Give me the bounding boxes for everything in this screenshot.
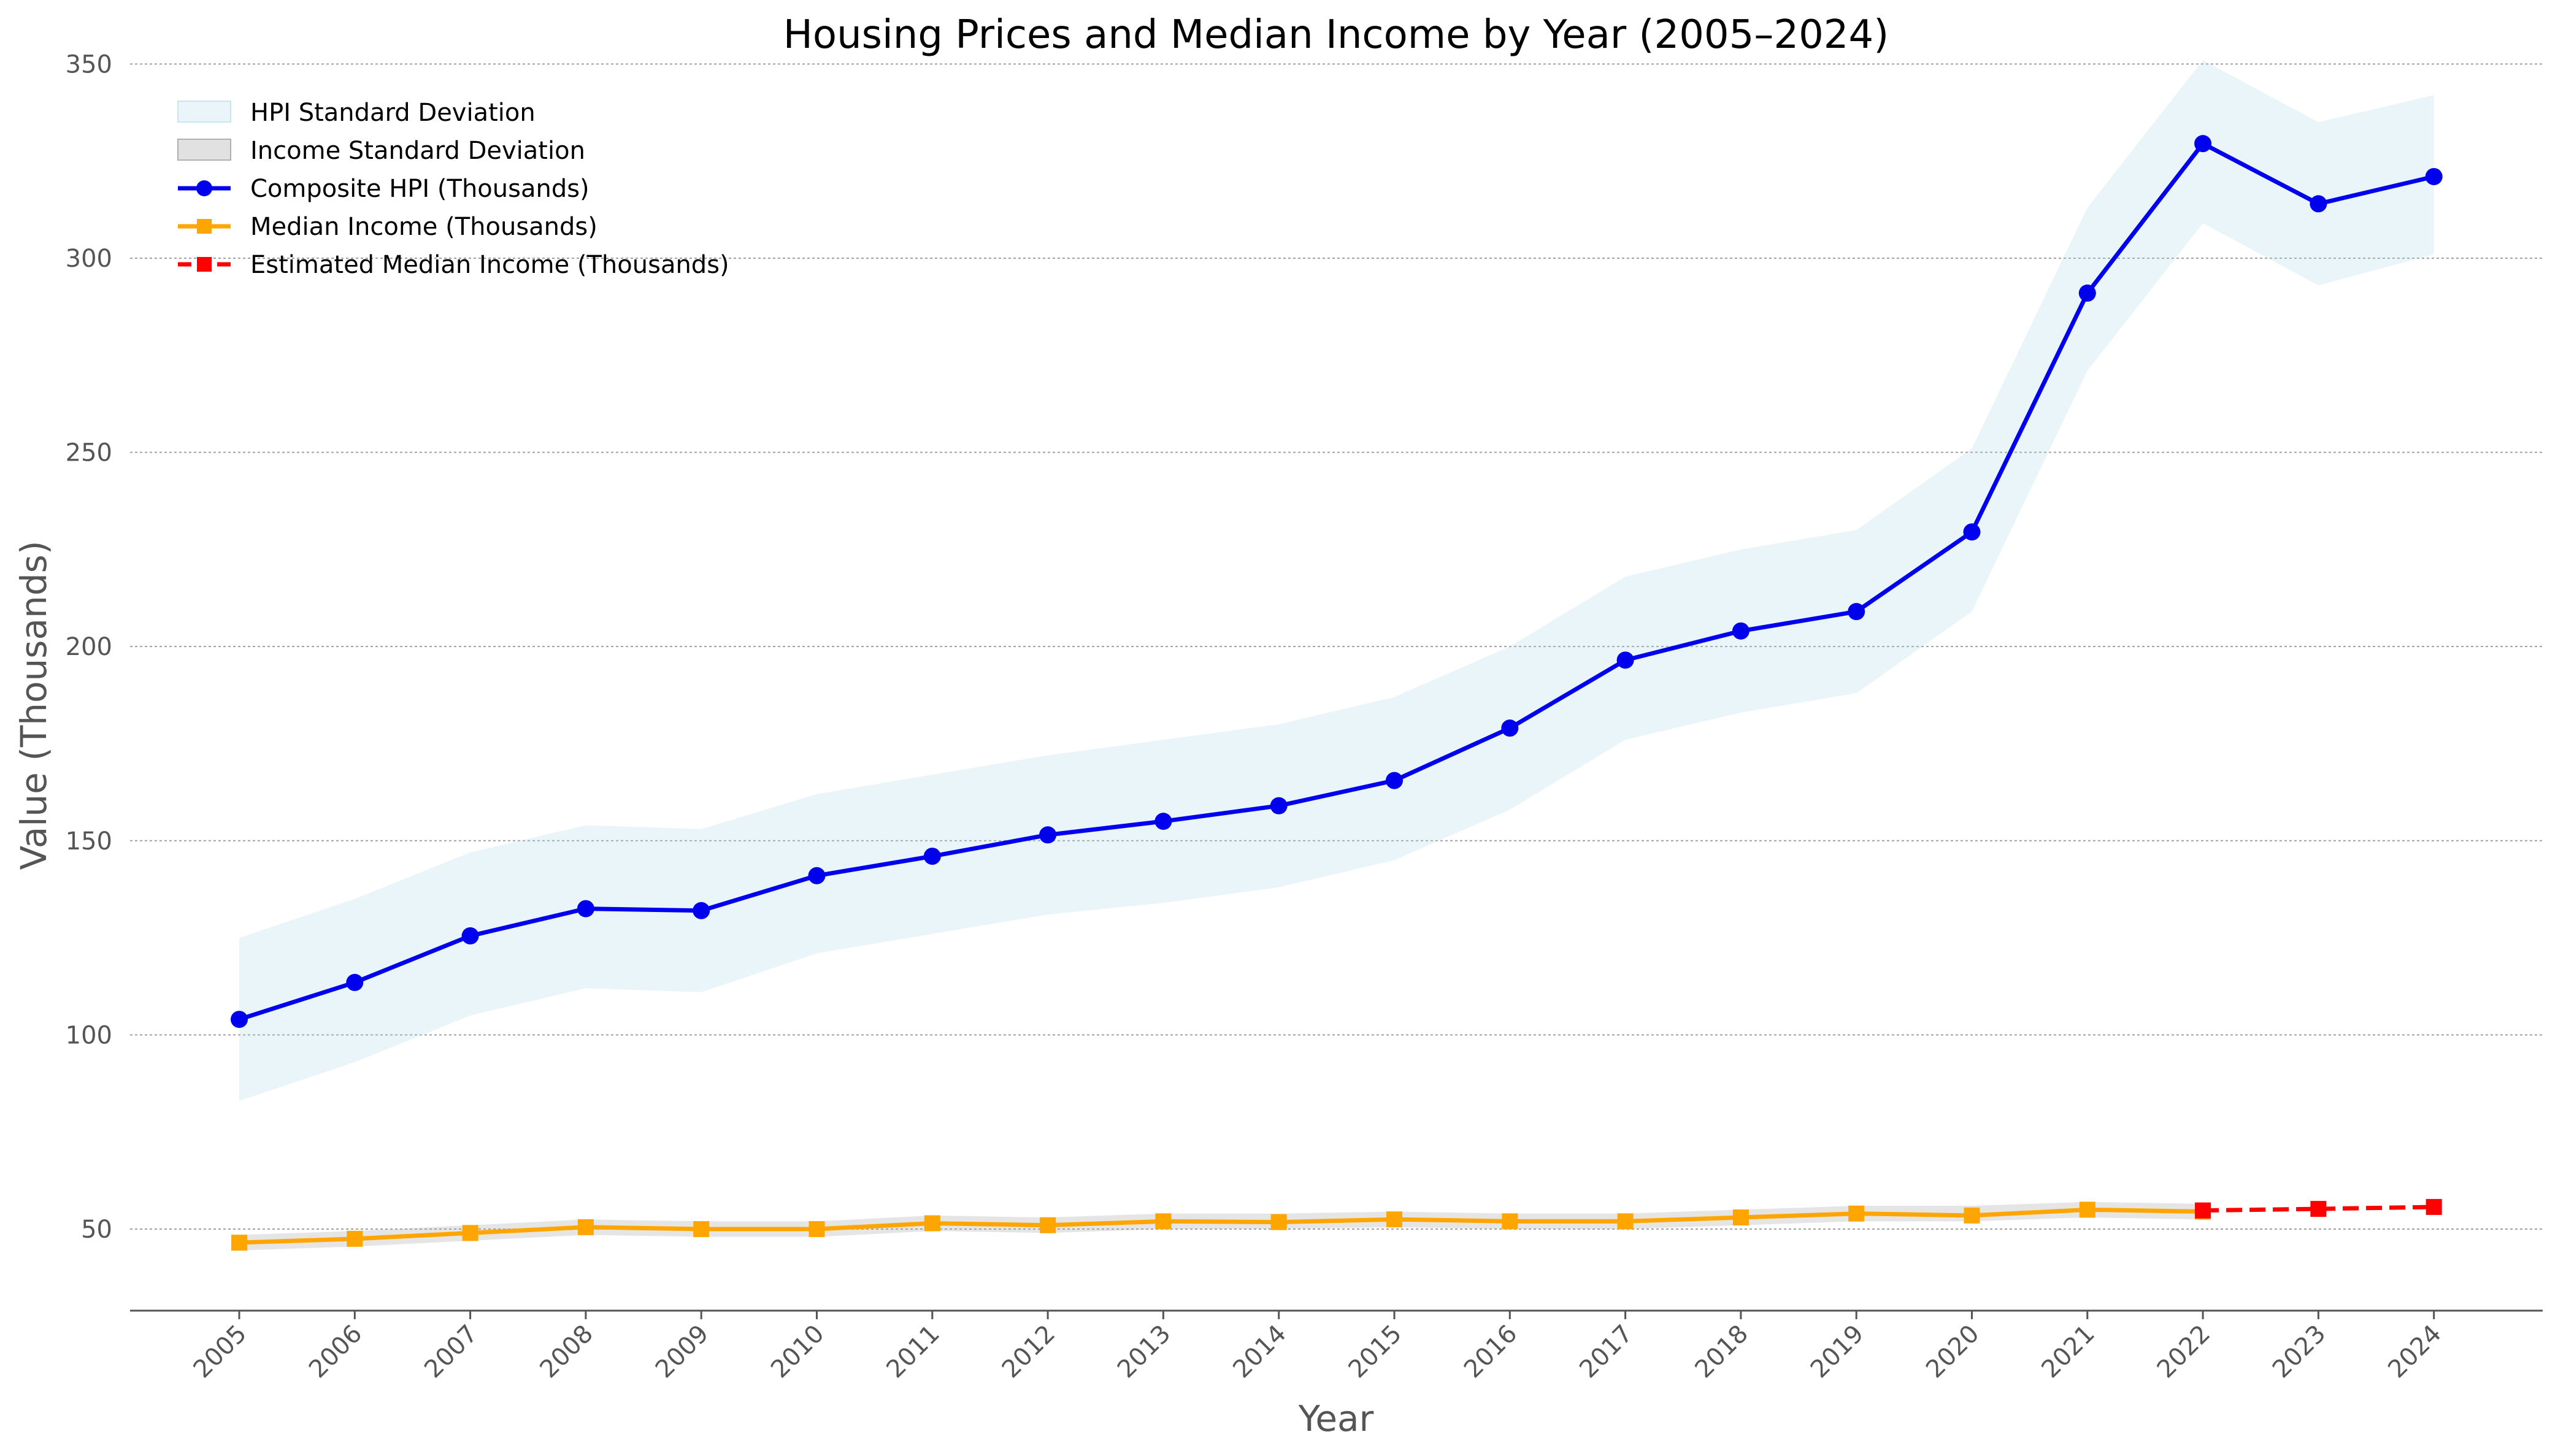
x-tick-label: 2024 — [2383, 1320, 2447, 1384]
x-tick-label: 2007 — [419, 1320, 483, 1384]
legend-swatch-income-std — [177, 139, 231, 161]
point-composite-hpi — [2425, 167, 2443, 185]
point-composite-hpi — [1039, 826, 1057, 844]
x-tick-label: 2016 — [1459, 1320, 1523, 1384]
series-line-composite-hpi — [238, 141, 2435, 1022]
point-estimated-median-income — [2310, 1201, 2327, 1217]
y-tick-label: 100 — [66, 1021, 112, 1049]
y-ticks: 50 100 150 200 250 300 350 — [66, 50, 112, 1244]
point-composite-hpi — [1732, 622, 1750, 640]
x-tick-label: 2017 — [1574, 1320, 1638, 1384]
point-estimated-median-income — [2425, 1198, 2442, 1215]
point-median-income — [1386, 1211, 1402, 1228]
point-composite-hpi — [2194, 135, 2212, 153]
point-median-income — [2079, 1201, 2095, 1218]
point-composite-hpi — [2078, 284, 2096, 302]
x-tick-label: 2005 — [188, 1320, 253, 1384]
x-tick-label: 2015 — [1343, 1320, 1408, 1384]
y-tick-label: 150 — [66, 827, 112, 856]
point-composite-hpi — [1270, 797, 1288, 814]
point-composite-hpi — [923, 848, 941, 865]
point-median-income — [1040, 1217, 1056, 1233]
legend-label: Composite HPI (Thousands) — [250, 175, 590, 203]
band-hpi-std — [239, 59, 2434, 1102]
point-composite-hpi — [2310, 195, 2327, 213]
point-median-income — [924, 1215, 940, 1232]
y-tick-label: 350 — [66, 50, 112, 79]
point-median-income — [462, 1225, 478, 1241]
point-composite-hpi — [808, 867, 826, 884]
point-composite-hpi — [1848, 603, 1865, 621]
y-axis-label: Value (Thousands) — [13, 541, 55, 870]
legend: HPI Standard Deviation Income Standard De… — [177, 99, 729, 279]
band-income-std — [239, 1201, 2203, 1251]
x-ticks: 2005 2006 2007 2008 2009 2010 2011 2012 2013 2014… — [188, 1311, 2447, 1384]
point-estimated-median-income — [2195, 1202, 2211, 1219]
y-tick-label: 50 — [81, 1216, 112, 1244]
x-tick-label: 2021 — [2036, 1320, 2100, 1384]
legend-label: Estimated Median Income (Thousands) — [250, 251, 729, 279]
x-tick-label: 2010 — [766, 1320, 830, 1384]
x-tick-label: 2009 — [650, 1320, 715, 1384]
point-median-income — [231, 1235, 247, 1251]
legend-marker — [197, 257, 212, 272]
point-composite-hpi — [1616, 651, 1634, 669]
x-axis-label: Year — [1298, 1398, 1374, 1439]
point-composite-hpi — [1963, 523, 1981, 541]
point-composite-hpi — [461, 927, 479, 944]
x-tick-label: 2019 — [1805, 1320, 1870, 1384]
x-tick-label: 2006 — [304, 1320, 368, 1384]
x-tick-label: 2023 — [2267, 1320, 2332, 1384]
series-line-estimated-median-income — [2203, 1205, 2434, 1213]
point-composite-hpi — [231, 1011, 248, 1029]
x-tick-label: 2014 — [1227, 1320, 1292, 1384]
x-tick-label: 2020 — [1921, 1320, 1985, 1384]
series-markers — [231, 135, 2443, 1251]
x-tick-label: 2011 — [881, 1320, 945, 1384]
y-tick-label: 250 — [66, 439, 112, 467]
point-median-income — [808, 1221, 825, 1238]
legend-label: HPI Standard Deviation — [250, 99, 536, 127]
x-tick-label: 2012 — [997, 1320, 1061, 1384]
y-tick-label: 300 — [66, 245, 112, 273]
point-composite-hpi — [577, 900, 594, 918]
point-median-income — [1964, 1207, 1980, 1224]
point-median-income — [347, 1230, 363, 1247]
series-line-median-income — [239, 1207, 2203, 1245]
x-tick-label: 2008 — [534, 1320, 599, 1384]
point-median-income — [1732, 1209, 1749, 1226]
legend-label: Income Standard Deviation — [250, 137, 585, 165]
legend-swatch-hpi-std — [177, 101, 231, 123]
point-composite-hpi — [693, 902, 710, 919]
x-tick-label: 2013 — [1112, 1320, 1177, 1384]
chart-title: Housing Prices and Median Income by Year… — [783, 12, 1889, 58]
x-tick-label: 2022 — [2152, 1320, 2216, 1384]
point-composite-hpi — [1386, 772, 1403, 789]
series-lines — [238, 141, 2435, 1245]
point-composite-hpi — [1154, 813, 1172, 830]
legend-label: Median Income (Thousands) — [250, 213, 597, 241]
point-median-income — [1270, 1214, 1287, 1230]
point-median-income — [1848, 1205, 1865, 1222]
legend-marker — [196, 180, 212, 196]
point-composite-hpi — [346, 973, 364, 991]
y-tick-label: 200 — [66, 633, 112, 661]
point-median-income — [1617, 1213, 1634, 1230]
std-bands — [239, 59, 2434, 1251]
point-median-income — [1502, 1213, 1518, 1230]
point-composite-hpi — [1501, 719, 1519, 737]
point-median-income — [577, 1219, 594, 1235]
point-median-income — [1155, 1213, 1172, 1230]
x-tick-label: 2018 — [1689, 1320, 1754, 1384]
legend-marker — [197, 219, 212, 234]
point-median-income — [693, 1221, 710, 1238]
